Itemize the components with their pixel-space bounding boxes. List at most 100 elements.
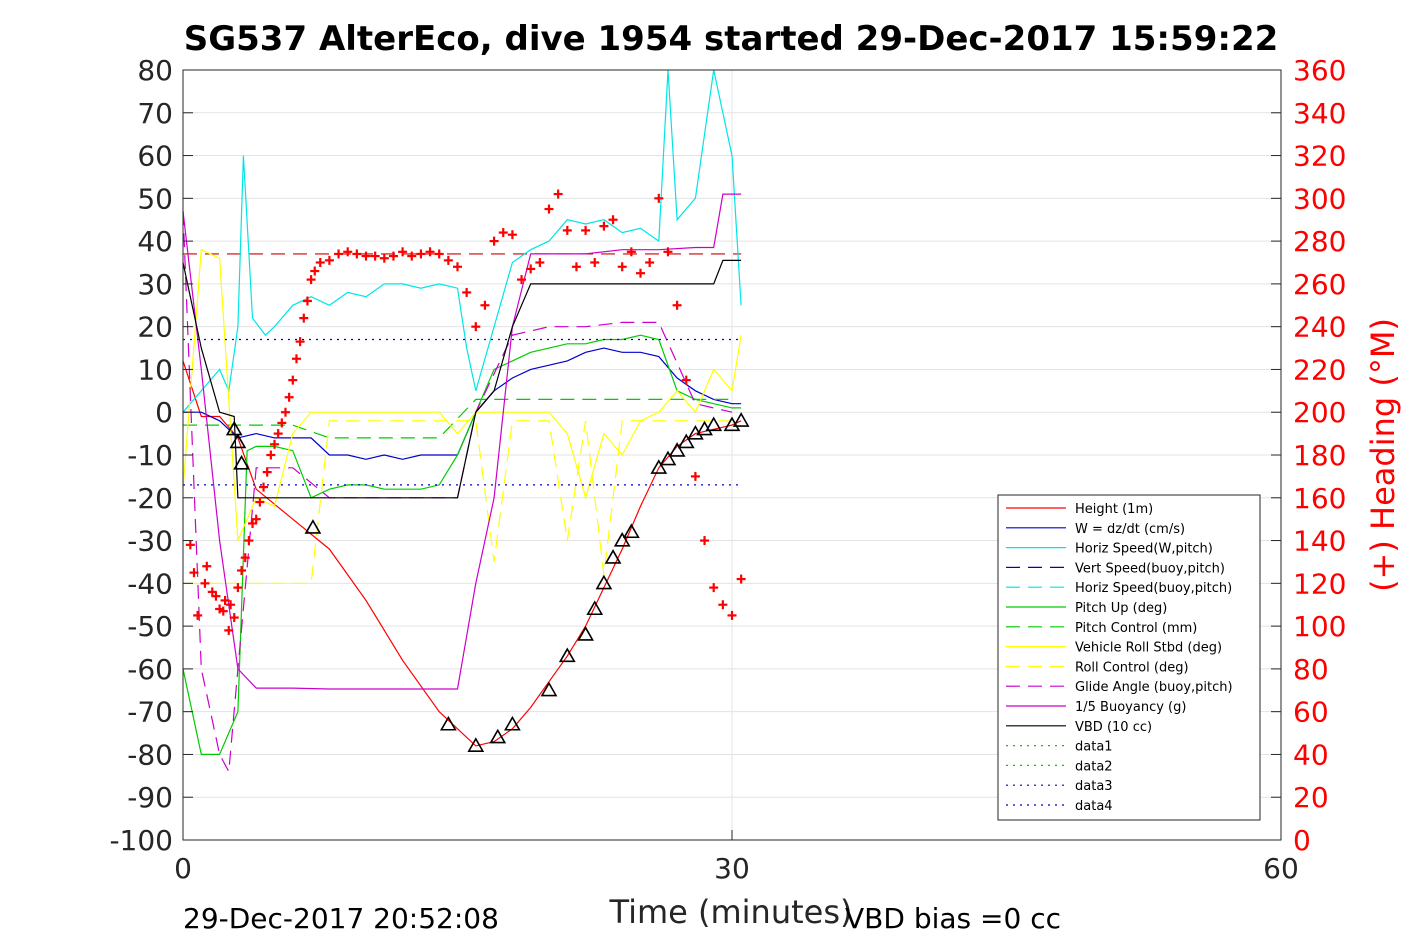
legend: Height (1m) W = dz/dt (cm/s) Horiz Speed(W… bbox=[997, 494, 1261, 821]
depth-triangle bbox=[677, 433, 695, 449]
heading-marker bbox=[398, 247, 408, 257]
heading-marker bbox=[407, 251, 417, 261]
heading-marker bbox=[700, 536, 710, 546]
heading-marker bbox=[324, 255, 334, 265]
heading-marker bbox=[645, 258, 655, 267]
depth-triangle bbox=[467, 737, 485, 752]
x-tick-label: 30 bbox=[714, 852, 750, 885]
heading-marker bbox=[553, 189, 563, 199]
heading-marker bbox=[295, 337, 305, 347]
heading-marker bbox=[277, 418, 287, 428]
heading-marker bbox=[266, 450, 276, 460]
depth-triangle bbox=[540, 681, 558, 697]
heading-marker bbox=[255, 497, 265, 507]
heading-marker bbox=[193, 610, 203, 620]
heading-marker bbox=[517, 275, 527, 285]
heading-marker bbox=[288, 375, 298, 385]
x-axis: 0 30 60 bbox=[174, 830, 1299, 885]
y-tick-label-left: -70 bbox=[127, 696, 173, 729]
y-tick-label-right: 220 bbox=[1293, 353, 1346, 386]
heading-marker bbox=[709, 583, 719, 593]
depth-triangle bbox=[489, 728, 507, 744]
heading-marker bbox=[262, 467, 272, 477]
heading-marker bbox=[310, 266, 320, 276]
y-tick-label-right: 120 bbox=[1293, 567, 1346, 600]
y-tick-label-right: 0 bbox=[1293, 824, 1311, 857]
y-tick-label-right: 40 bbox=[1293, 738, 1329, 771]
y-tick-label-right: 300 bbox=[1293, 182, 1346, 215]
legend-label-8: Roll Control (deg) bbox=[1075, 660, 1189, 675]
y-axis-right: 3603403203002802602402202001801601401201… bbox=[1271, 54, 1346, 857]
y-tick-label-right: 180 bbox=[1293, 439, 1346, 472]
depth-triangle bbox=[613, 531, 631, 547]
heading-marker bbox=[471, 322, 481, 332]
heading-marker bbox=[273, 429, 283, 439]
depth-triangle bbox=[705, 416, 723, 432]
heading-marker bbox=[299, 313, 309, 323]
legend-label-10: 1/5 Buoyancy (g) bbox=[1075, 700, 1186, 715]
footnote-vbd-bias: VBD bias =0 cc bbox=[845, 902, 1061, 935]
y-tick-label-left: 60 bbox=[137, 140, 173, 173]
depth-triangle bbox=[595, 574, 613, 590]
heading-marker bbox=[315, 258, 325, 267]
legend-label-12: data1 bbox=[1075, 740, 1113, 755]
depth-triangle bbox=[668, 442, 686, 457]
heading-marker bbox=[590, 258, 600, 267]
legend-label-6: Pitch Control (mm) bbox=[1075, 621, 1197, 636]
depth-triangle bbox=[558, 647, 576, 663]
heading-marker bbox=[462, 287, 472, 297]
heading-marker bbox=[599, 221, 609, 231]
legend-label-1: W = dz/dt (cm/s) bbox=[1075, 522, 1185, 537]
y-axis-label-right: (+) Heading (°M) bbox=[1364, 318, 1402, 592]
heading-marker bbox=[280, 407, 290, 417]
y-tick-label-left: -80 bbox=[127, 738, 173, 771]
y-tick-label-left: 50 bbox=[137, 182, 173, 215]
depth-triangle bbox=[439, 715, 457, 731]
heading-marker bbox=[535, 258, 545, 267]
y-tick-label-left: -20 bbox=[127, 482, 173, 515]
y-tick-label-right: 60 bbox=[1293, 696, 1329, 729]
y-tick-label-left: -10 bbox=[127, 439, 173, 472]
heading-marker bbox=[259, 482, 269, 492]
heading-marker bbox=[453, 262, 462, 272]
heading-marker bbox=[736, 574, 746, 584]
heading-marker bbox=[211, 591, 221, 601]
depth-triangle bbox=[504, 715, 521, 731]
series-line-7 bbox=[182, 248, 742, 541]
y-tick-label-left: 0 bbox=[155, 396, 173, 429]
depth-triangle bbox=[586, 600, 604, 616]
depth-triangle bbox=[304, 519, 322, 534]
heading-marker bbox=[663, 247, 673, 257]
heading-marker bbox=[334, 249, 344, 259]
legend-label-7: Vehicle Roll Stbd (deg) bbox=[1075, 641, 1222, 656]
y-tick-label-left: 40 bbox=[137, 225, 173, 258]
legend-label-9: Glide Angle (buoy,pitch) bbox=[1075, 680, 1233, 695]
heading-marker bbox=[189, 568, 199, 578]
heading-marker bbox=[185, 540, 195, 550]
depth-triangle bbox=[604, 549, 622, 564]
heading-marker bbox=[226, 600, 236, 610]
series-line-8 bbox=[183, 420, 732, 584]
y-tick-label-right: 200 bbox=[1293, 396, 1346, 429]
heading-marker bbox=[672, 300, 682, 310]
heading-marker bbox=[229, 613, 239, 623]
legend-label-5: Pitch Up (deg) bbox=[1075, 601, 1167, 616]
heading-marker bbox=[379, 253, 389, 263]
heading-marker bbox=[727, 610, 737, 620]
y-tick-label-left: 10 bbox=[137, 353, 173, 386]
heading-marker bbox=[480, 300, 490, 310]
heading-marker bbox=[489, 236, 499, 246]
y-tick-label-right: 340 bbox=[1293, 97, 1346, 130]
heading-marker bbox=[218, 606, 228, 616]
depth-triangle bbox=[229, 433, 247, 449]
heading-marker bbox=[498, 228, 508, 238]
y-tick-label-right: 160 bbox=[1293, 482, 1346, 515]
series-line-2 bbox=[182, 69, 742, 413]
heading-marker bbox=[617, 262, 627, 272]
heading-marker bbox=[361, 251, 371, 261]
heading-marker bbox=[202, 561, 212, 571]
y-tick-label-left: 30 bbox=[137, 268, 173, 301]
x-tick-label: 60 bbox=[1263, 852, 1299, 885]
chart-title: SG537 AlterEco, dive 1954 started 29-Dec… bbox=[184, 19, 1279, 59]
depth-triangle bbox=[233, 454, 250, 470]
